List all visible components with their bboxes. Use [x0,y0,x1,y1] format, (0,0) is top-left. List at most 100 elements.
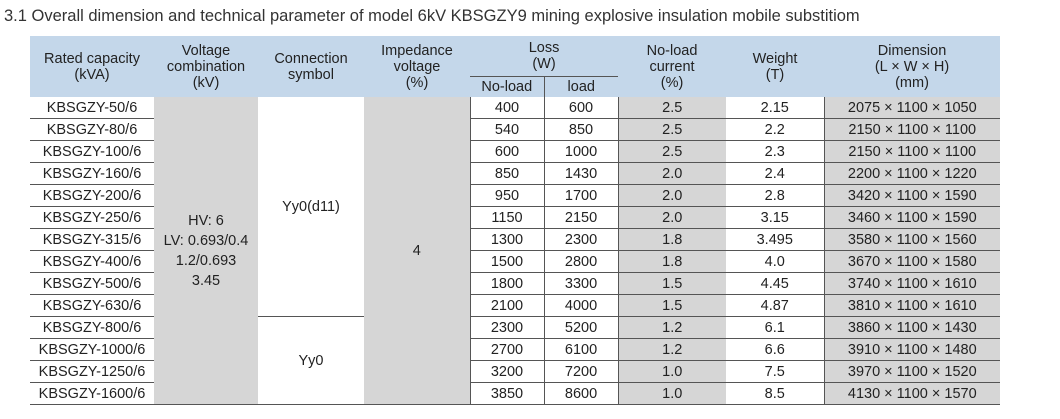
noload-current-cell: 1.8 [618,228,727,251]
dimension-cell: 3910 × 1100 × 1480 [824,338,1001,361]
voltage-combination-line: HV: 6 [188,212,224,229]
weight-cell: 6.6 [726,338,825,361]
header-dimension: Dimension (L × W × H) (mm) [824,36,1001,97]
voltage-combination-line: 1.2/0.693 [175,252,237,269]
noload-current-cell: 1.8 [618,250,727,273]
header-noload-current: No-load current (%) [618,36,727,97]
noload-loss-cell: 850 [469,162,544,185]
header-loss-noload: No-load [470,76,545,97]
header-impedance-l1: Impedance [381,42,453,59]
page-title: 3.1 Overall dimension and technical para… [4,7,860,25]
noload-current-cell: 2.0 [618,184,727,207]
header-connection-l1: Connection [274,50,348,67]
dimension-cell: 2150 × 1100 × 1100 [824,118,1001,141]
header-rated-capacity-l2: (kVA) [74,66,110,83]
noload-loss-cell: 3200 [469,360,544,383]
table-row: KBSGZY-315/6 1300 2300 1.8 3.495 3580 × 1100 … [30,228,1001,251]
model-cell: KBSGZY-50/6 [30,97,154,119]
weight-cell: 6.1 [726,316,825,339]
load-loss-cell: 4000 [543,294,619,317]
dimension-cell: 2200 × 1100 × 1220 [824,162,1001,185]
model-cell: KBSGZY-1250/6 [30,360,154,383]
dimension-cell: 3420 × 1100 × 1590 [824,184,1001,207]
noload-current-cell: 2.0 [618,162,727,185]
dimension-cell: 3460 × 1100 × 1590 [824,206,1001,229]
noload-loss-cell: 2300 [469,316,544,339]
weight-cell: 2.4 [726,162,825,185]
weight-cell: 2.8 [726,184,825,207]
table-row: KBSGZY-250/6 1150 2150 2.0 3.15 3460 × 1100 ×… [30,206,1001,229]
dimension-cell: 2150 × 1100 × 1100 [824,140,1001,163]
model-cell: KBSGZY-400/6 [30,250,154,273]
spec-table: Rated capacity (kVA) Voltage combination… [30,36,1001,405]
model-cell: KBSGZY-250/6 [30,206,154,229]
spec-table-body: KBSGZY-50/6 HV: 6 LV: 0.693/0.4 1.2/0.693 3.… [30,97,1001,405]
dimension-cell: 3810 × 1100 × 1610 [824,294,1001,317]
noload-current-cell: 2.5 [618,97,727,119]
load-loss-cell: 2150 [543,206,619,229]
header-loss-l2: (W) [532,56,556,72]
model-cell: KBSGZY-200/6 [30,184,154,207]
weight-cell: 4.45 [726,272,825,295]
model-cell: KBSGZY-315/6 [30,228,154,251]
header-rated-capacity: Rated capacity (kVA) [30,36,154,97]
weight-cell: 4.87 [726,294,825,317]
model-cell: KBSGZY-630/6 [30,294,154,317]
noload-loss-cell: 950 [469,184,544,207]
noload-current-cell: 1.0 [618,360,727,383]
header-impedance-l3: (%) [405,74,429,91]
header-loss-load: load [544,76,619,97]
noload-loss-cell: 1300 [469,228,544,251]
noload-loss-cell: 3850 [469,382,544,405]
header-current-l2: current [649,58,695,75]
header-loss-l1: Loss [528,40,560,56]
connection-symbol-cell: Yy0 [258,316,364,405]
header-current-l1: No-load [646,42,698,59]
weight-cell: 4.0 [726,250,825,273]
load-loss-cell: 2800 [543,250,619,273]
dimension-cell: 3860 × 1100 × 1430 [824,316,1001,339]
load-loss-cell: 6100 [543,338,619,361]
noload-current-cell: 2.5 [618,118,727,141]
load-loss-cell: 1430 [543,162,619,185]
header-weight: Weight (T) [726,36,825,97]
table-row: KBSGZY-50/6 HV: 6 LV: 0.693/0.4 1.2/0.693 3.… [30,97,1001,405]
voltage-combination-line: LV: 0.693/0.4 [163,232,249,249]
voltage-combination-line: 3.45 [191,272,221,289]
model-cell: KBSGZY-1600/6 [30,382,154,405]
table-row: KBSGZY-400/6 1500 2800 1.8 4.0 3670 × 1100 × … [30,250,1001,273]
table-row: KBSGZY-1600/6 3850 8600 1.0 8.5 4130 × 1100 ×… [30,382,1001,405]
dimension-cell: 4130 × 1100 × 1570 [824,382,1001,405]
table-row: KBSGZY-80/6 540 850 2.5 2.2 2150 × 1100 × 110… [30,118,1001,141]
noload-loss-cell: 2100 [469,294,544,317]
noload-loss-cell: 1150 [469,206,544,229]
noload-current-cell: 1.5 [618,294,727,317]
table-row: KBSGZY-1000/6 2700 6100 1.2 6.6 3910 × 1100 ×… [30,338,1001,361]
header-voltage-l2: combination [166,58,246,75]
connection-symbol-cell: Yy0(d11) [258,97,364,317]
model-cell: KBSGZY-1000/6 [30,338,154,361]
model-cell: KBSGZY-160/6 [30,162,154,185]
header-voltage-l3: (kV) [192,74,220,91]
noload-loss-cell: 2700 [469,338,544,361]
model-cell: KBSGZY-500/6 [30,272,154,295]
load-loss-cell: 7200 [543,360,619,383]
weight-cell: 3.495 [726,228,825,251]
table-row: KBSGZY-1250/6 3200 7200 1.0 7.5 3970 × 1100 ×… [30,360,1001,383]
noload-loss-cell: 1500 [469,250,544,273]
header-impedance-voltage: Impedance voltage (%) [364,36,470,97]
model-cell: KBSGZY-800/6 [30,316,154,339]
table-row: KBSGZY-500/6 1800 3300 1.5 4.45 3740 × 1100 ×… [30,272,1001,295]
load-loss-cell: 8600 [543,382,619,405]
load-loss-cell: 2300 [543,228,619,251]
header-dimension-l1: Dimension [877,42,947,59]
weight-cell: 8.5 [726,382,825,405]
weight-cell: 2.3 [726,140,825,163]
header-weight-l1: Weight [752,50,798,67]
noload-loss-cell: 400 [469,97,544,119]
table-row: KBSGZY-100/6 600 1000 2.5 2.3 2150 × 1100 × 1… [30,140,1001,163]
weight-cell: 7.5 [726,360,825,383]
table-row: KBSGZY-200/6 950 1700 2.0 2.8 3420 × 1100 × 1… [30,184,1001,207]
noload-loss-cell: 600 [469,140,544,163]
load-loss-cell: 600 [543,97,619,119]
